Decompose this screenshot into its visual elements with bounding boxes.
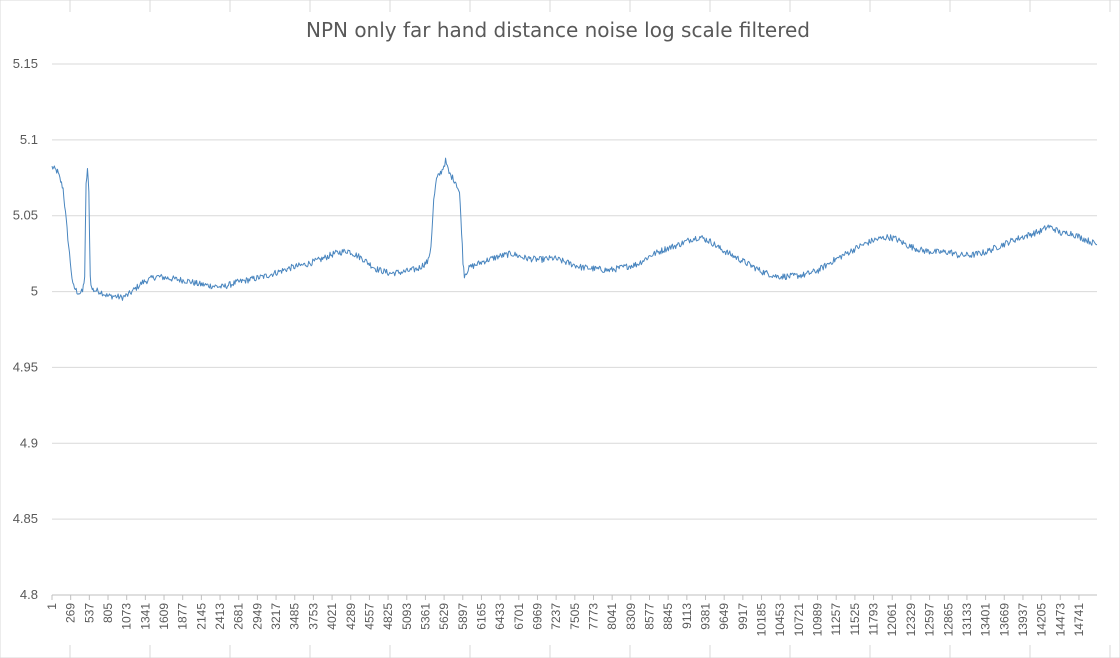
- x-tick-label: 2145: [194, 603, 208, 630]
- x-tick-label: 537: [82, 603, 96, 623]
- x-tick-label: 3753: [306, 603, 320, 630]
- x-tick-label: 2949: [250, 603, 264, 630]
- y-tick-label: 4.8: [20, 587, 38, 602]
- x-tick-label: 13937: [1016, 603, 1030, 637]
- x-tick-label: 10989: [811, 603, 825, 637]
- y-tick-label: 5.05: [13, 208, 38, 223]
- x-tick-label: 6701: [512, 603, 526, 630]
- x-tick-label: 4825: [381, 603, 395, 630]
- x-tick-label: 11257: [829, 603, 843, 636]
- x-tick-label: 4021: [325, 603, 339, 630]
- x-tick-label: 14205: [1035, 603, 1049, 637]
- x-tick-label: 7773: [586, 603, 600, 630]
- y-tick-label: 5: [31, 284, 38, 299]
- x-axis-tick-labels: 1 269 537 805 1073 1341 1609 1877 2145 2413 2681 29…: [45, 595, 1086, 636]
- x-tick-label: 12329: [904, 603, 918, 637]
- x-tick-label: 13133: [960, 603, 974, 637]
- x-tick-label: 10453: [773, 603, 787, 637]
- background-columns: [69, 0, 1111, 658]
- y-tick-label: 5.15: [13, 56, 38, 71]
- x-tick-label: 5629: [437, 603, 451, 630]
- y-tick-label: 5.1: [20, 132, 38, 147]
- x-tick-label: 6165: [474, 603, 488, 630]
- x-tick-label: 8577: [643, 603, 657, 630]
- x-tick-label: 5361: [418, 603, 432, 630]
- x-tick-label: 9113: [680, 603, 694, 629]
- x-tick-label: 2681: [232, 603, 246, 630]
- y-tick-label: 4.9: [20, 435, 38, 450]
- x-tick-label: 9917: [736, 603, 750, 630]
- x-tick-label: 7237: [549, 603, 563, 630]
- y-tick-label: 4.95: [13, 359, 38, 374]
- x-tick-label: 12865: [941, 603, 955, 637]
- x-tick-label: 5093: [400, 603, 414, 630]
- x-tick-label: 11793: [867, 603, 881, 636]
- x-tick-label: 2413: [213, 603, 227, 630]
- x-tick-label: 14473: [1053, 603, 1067, 637]
- x-tick-label: 9649: [717, 603, 731, 630]
- x-tick-label: 8041: [605, 603, 619, 630]
- x-tick-label: 13669: [997, 603, 1011, 637]
- x-tick-label: 3217: [269, 603, 283, 630]
- x-tick-label: 8845: [661, 603, 675, 630]
- series-line: [51, 157, 1098, 301]
- x-tick-label: 5897: [456, 603, 470, 630]
- x-tick-label: 1341: [138, 603, 152, 630]
- series-group: [51, 157, 1098, 301]
- x-tick-label: 6969: [530, 603, 544, 630]
- x-tick-label: 1073: [120, 603, 134, 630]
- x-tick-label: 12597: [923, 603, 937, 637]
- x-tick-label: 269: [64, 603, 78, 623]
- x-tick-label: 805: [101, 603, 115, 623]
- x-tick-label: 6433: [493, 603, 507, 630]
- y-axis-tick-labels: 5.15 5.1 5.05 5 4.95 4.9 4.85 4.8: [13, 56, 38, 602]
- x-tick-label: 10185: [755, 603, 769, 637]
- x-tick-label: 8309: [624, 603, 638, 630]
- x-tick-label: 9381: [699, 603, 713, 630]
- gridlines: [52, 63, 1097, 596]
- chart-title: NPN only far hand distance noise log sca…: [306, 18, 810, 42]
- x-tick-label: 4289: [344, 603, 358, 630]
- y-tick-label: 4.85: [13, 511, 38, 526]
- x-tick-label: 13401: [979, 603, 993, 637]
- x-tick-label: 10721: [792, 603, 806, 637]
- x-tick-label: 4557: [362, 603, 376, 630]
- x-tick-label: 11525: [848, 603, 862, 636]
- x-tick-label: 12061: [885, 603, 899, 637]
- x-tick-label: 1609: [157, 603, 171, 630]
- x-tick-label: 7505: [568, 603, 582, 630]
- x-tick-label: 1877: [176, 603, 190, 630]
- x-tick-label: 14741: [1072, 603, 1086, 637]
- x-tick-label: 1: [45, 603, 59, 610]
- x-tick-label: 3485: [288, 603, 302, 630]
